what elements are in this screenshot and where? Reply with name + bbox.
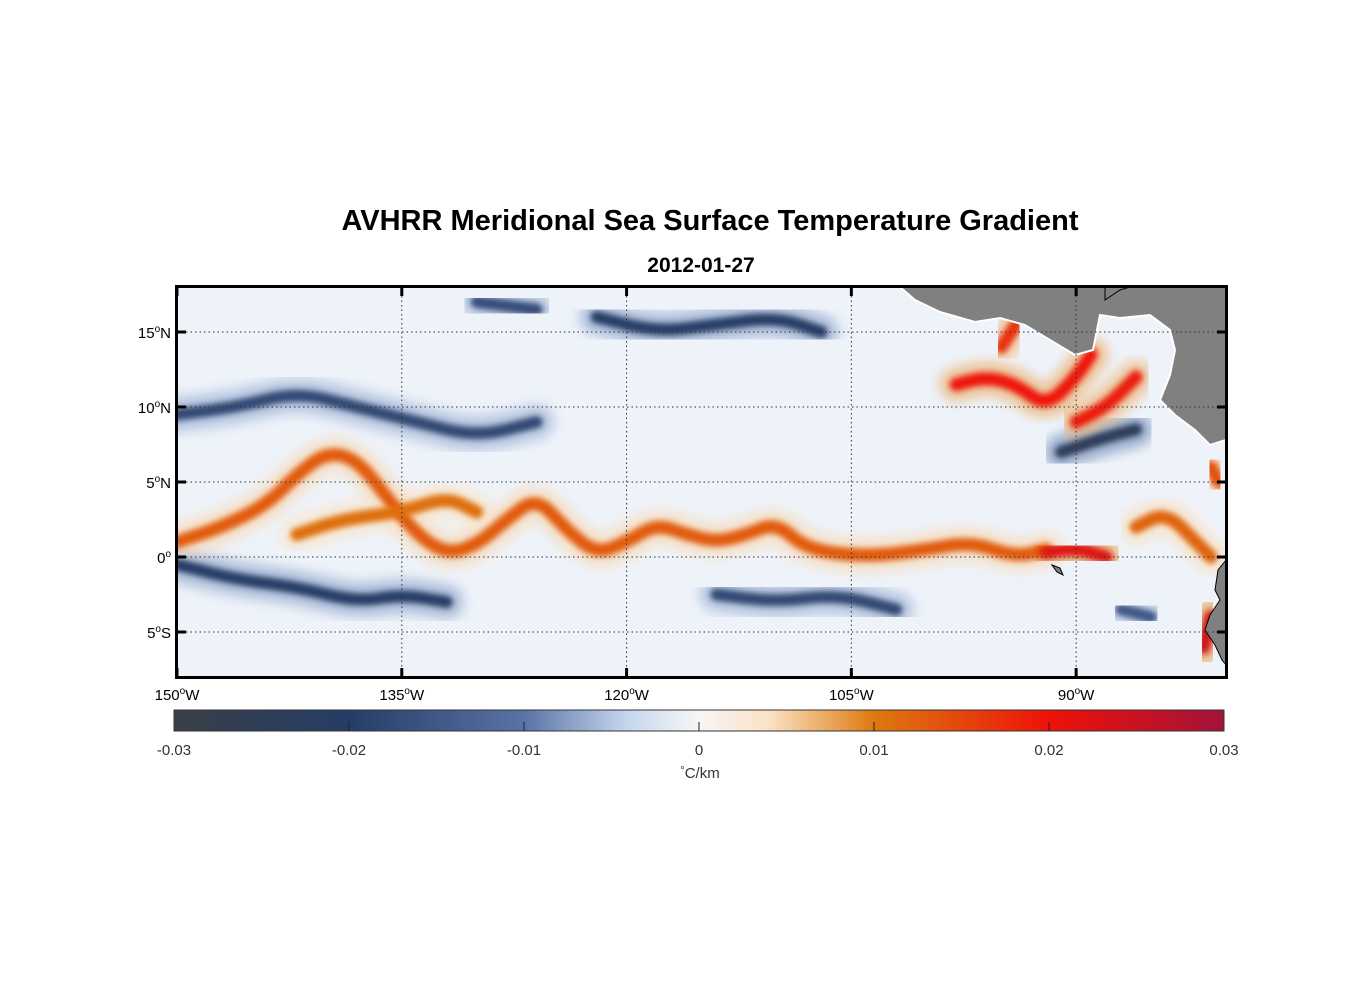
north-cold-band: [177, 389, 543, 440]
lat-tick-label: 15oN: [138, 324, 171, 342]
galapagos-front: [1039, 543, 1113, 564]
lat-tick-label: 10oN: [138, 399, 171, 417]
lon-tick-label: 105oW: [829, 686, 875, 704]
cold-eddy-east: [1055, 423, 1143, 458]
unit-text: C/km: [685, 765, 720, 782]
colorbar-ticks: -0.03 -0.02 -0.01 0 0.01 0.02 0.03: [157, 722, 1239, 759]
map-date-subtitle: 2012-01-27: [647, 254, 755, 277]
axis-ticks: 150oW 135oW 120oW 105oW 90oW 15oN 10oN 5oN 0o 5oS: [138, 287, 1226, 704]
papagayo-front-2: [1069, 370, 1143, 429]
coastal-front-east: [1129, 510, 1218, 564]
lat-tick-label: 5oS: [147, 624, 171, 642]
cold-eddy-south: [1115, 603, 1158, 623]
south-cold-band: [177, 558, 453, 608]
lon-tick-label: 150oW: [155, 686, 201, 704]
north-cold-band-2: [590, 311, 828, 338]
degree-symbol: °: [680, 765, 684, 777]
lon-tick-label: 90oW: [1058, 686, 1095, 704]
colorbar-unit-label: °C/km: [680, 765, 719, 782]
caribbean-landmass: [1104, 287, 1131, 301]
equatorial-front-north: [290, 494, 484, 541]
equatorial-front: [177, 448, 1053, 562]
south-america-coast: [1204, 559, 1226, 666]
colorbar-tick-label: -0.02: [332, 742, 366, 759]
plot-frame: [175, 285, 1228, 679]
colorbar-tick-label: -0.03: [157, 742, 191, 759]
colorbar-tick-label: 0.02: [1034, 742, 1063, 759]
south-cold-band-2: [710, 588, 903, 616]
colombia-front: [1204, 460, 1226, 489]
colorbar-tick-label: 0.01: [859, 742, 888, 759]
galapagos-island: [1050, 563, 1064, 577]
land-mask: [898, 287, 1226, 666]
gradient-field: [177, 287, 1226, 664]
lat-tick-label: 5oN: [146, 474, 171, 492]
colorbar-tick-label: 0: [695, 742, 703, 759]
map-title: AVHRR Meridional Sea Surface Temperature…: [341, 205, 1079, 237]
graticule: [177, 287, 1226, 677]
central-america-landmass: [898, 287, 1226, 447]
tehuantepec-front: [994, 318, 1023, 354]
cold-eddy-ne: [470, 296, 543, 316]
papagayo-front: [949, 348, 1098, 407]
colorbar-tick-label: -0.01: [507, 742, 541, 759]
lat-tick-label: 0o: [157, 549, 171, 567]
colorbar-tick-label: 0.03: [1209, 742, 1238, 759]
lon-tick-label: 135oW: [379, 686, 425, 704]
lon-tick-label: 120oW: [604, 686, 650, 704]
